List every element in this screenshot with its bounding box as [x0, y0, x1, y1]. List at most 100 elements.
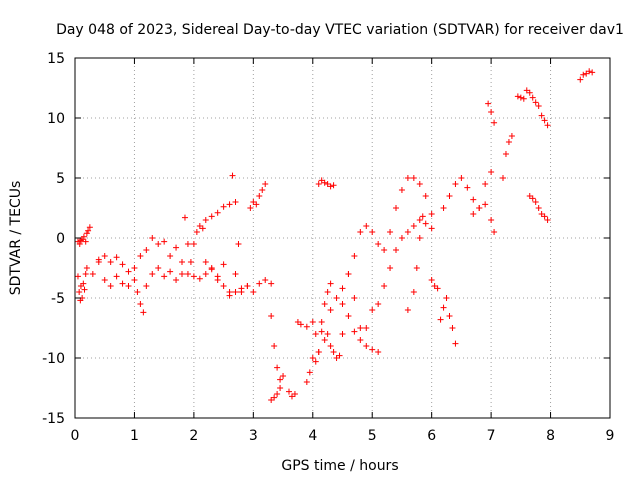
- data-point: [125, 283, 132, 289]
- data-point: [532, 99, 539, 106]
- data-point: [336, 352, 343, 359]
- data-point: [232, 199, 239, 205]
- y-tick-label: -5: [51, 291, 65, 307]
- data-point: [404, 307, 411, 313]
- data-point: [256, 193, 263, 199]
- data-point: [131, 265, 138, 271]
- data-point: [428, 225, 435, 232]
- series-arc-p: [345, 271, 382, 355]
- data-point: [107, 259, 114, 265]
- data-point: [214, 209, 221, 216]
- data-point: [381, 283, 388, 289]
- data-point: [149, 271, 156, 277]
- y-tick-label: 0: [56, 231, 65, 247]
- x-tick-label: 2: [189, 428, 198, 444]
- data-point: [428, 277, 435, 283]
- data-point: [220, 283, 227, 289]
- data-point: [505, 139, 512, 145]
- data-point: [491, 119, 498, 126]
- data-point: [535, 103, 542, 109]
- data-point: [351, 253, 358, 259]
- data-point: [74, 273, 81, 280]
- data-point: [541, 213, 548, 220]
- data-point: [82, 271, 89, 277]
- data-point: [250, 289, 257, 295]
- data-point: [202, 217, 209, 223]
- data-point: [369, 229, 376, 235]
- data-point: [81, 286, 88, 293]
- data-point: [315, 349, 322, 355]
- series-arc-u: [470, 201, 498, 235]
- data-point: [508, 133, 515, 139]
- data-point: [476, 205, 483, 211]
- data-point: [187, 259, 194, 265]
- data-point: [196, 275, 203, 282]
- data-point: [449, 325, 456, 331]
- data-point: [470, 196, 477, 203]
- series-arc-l: [303, 280, 334, 385]
- data-point: [113, 254, 120, 261]
- data-point: [271, 394, 278, 401]
- data-point: [161, 273, 168, 280]
- series-arc-b: [74, 271, 89, 304]
- data-point: [541, 117, 548, 124]
- data-point: [238, 289, 245, 295]
- data-point: [280, 373, 287, 379]
- data-point: [363, 223, 370, 229]
- data-point: [85, 227, 92, 234]
- data-point: [268, 280, 275, 287]
- data-point: [179, 271, 185, 277]
- data-point: [339, 301, 346, 307]
- y-axis-label: SDTVAR / TECUs: [8, 181, 24, 296]
- data-point: [303, 323, 310, 330]
- data-point: [324, 289, 331, 295]
- data-point: [309, 319, 316, 325]
- data-point: [95, 256, 102, 263]
- data-point: [179, 259, 185, 265]
- data-point: [173, 244, 180, 251]
- data-point: [437, 316, 444, 323]
- data-point: [357, 337, 364, 343]
- data-point: [119, 261, 126, 268]
- data-point: [580, 71, 587, 78]
- data-point: [324, 331, 331, 337]
- data-point: [229, 172, 236, 179]
- data-point: [199, 225, 206, 232]
- data-point: [214, 277, 221, 283]
- data-point: [446, 193, 453, 199]
- data-point: [143, 247, 150, 253]
- data-point: [76, 289, 83, 295]
- data-point: [520, 95, 527, 102]
- data-point: [434, 285, 441, 292]
- series-arc-y: [526, 193, 551, 223]
- data-point: [422, 193, 429, 199]
- data-point: [202, 271, 209, 277]
- data-point: [86, 224, 93, 231]
- data-point: [137, 301, 144, 307]
- data-point: [532, 199, 539, 205]
- data-point: [404, 229, 411, 235]
- data-point: [375, 301, 382, 307]
- data-point: [387, 229, 394, 235]
- data-point: [173, 277, 180, 283]
- data-points: [74, 68, 596, 403]
- series-arc-r: [428, 277, 441, 292]
- data-point: [333, 295, 340, 301]
- data-point: [277, 376, 284, 383]
- series-arc-m: [315, 177, 337, 190]
- data-point: [76, 241, 83, 247]
- data-point: [303, 379, 310, 385]
- data-point: [193, 229, 200, 235]
- data-point: [410, 289, 417, 295]
- data-point: [422, 220, 429, 227]
- series-arc-c: [83, 259, 275, 316]
- data-point: [232, 271, 239, 277]
- data-point: [143, 283, 150, 289]
- axis-ticks: 0 1 2 3 4 5 6 7 8 9 -15 -10 -5 0 5 10 15: [42, 51, 614, 444]
- data-point: [306, 369, 313, 376]
- data-point: [327, 307, 334, 313]
- data-point: [517, 94, 524, 101]
- x-tick-label: 1: [130, 428, 139, 444]
- data-point: [140, 309, 147, 316]
